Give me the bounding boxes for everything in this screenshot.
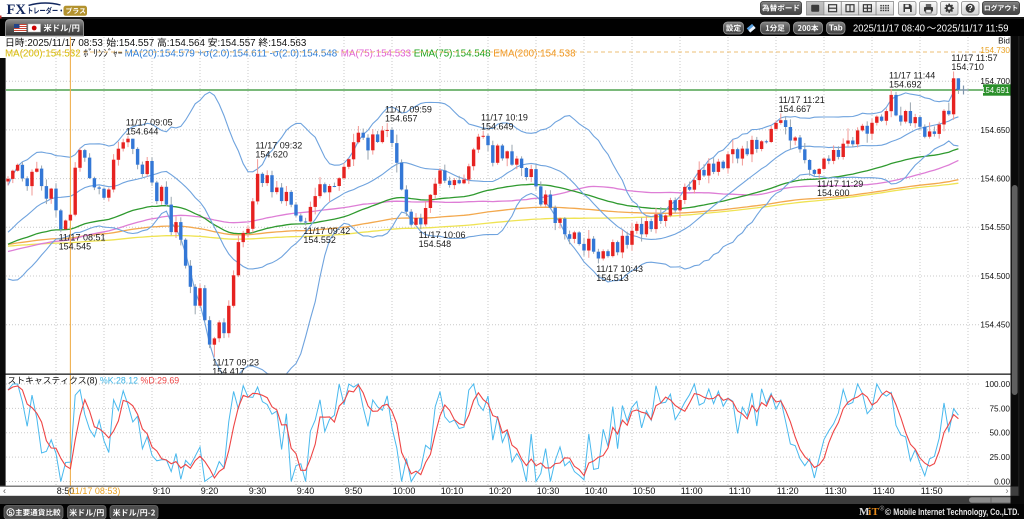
svg-text:154.650: 154.650 [980,126,1010,135]
svg-text:‹: ‹ [3,486,6,496]
svg-text::154.563: :154.563 [268,38,307,49]
svg-text:EMA(200):154.538: EMA(200):154.538 [493,49,576,60]
svg-text:11:10: 11:10 [729,486,751,496]
svg-text:(11/17 08:53): (11/17 08:53) [68,486,121,496]
svg-text:10:00: 10:00 [393,486,416,496]
svg-text:%K:28.12: %K:28.12 [100,376,138,386]
svg-text:154.691: 154.691 [981,86,1009,95]
svg-text:10:10: 10:10 [441,486,464,496]
svg-text:25.00: 25.00 [990,453,1011,462]
svg-text:10:50: 10:50 [633,486,656,496]
svg-text:11:40: 11:40 [873,486,895,496]
svg-text:2025/11/17 11:59: 2025/11/17 11:59 [937,24,1009,35]
svg-text:Bid: Bid [998,37,1010,46]
svg-text:9:40: 9:40 [297,486,315,496]
svg-text:EMA(75):154.548: EMA(75):154.548 [414,49,491,60]
svg-text:Tab: Tab [829,24,843,33]
svg-text:154.450: 154.450 [980,321,1010,330]
svg-text:154.644: 154.644 [126,126,159,136]
svg-text:11:00: 11:00 [681,486,703,496]
svg-text::2025/11/17 08:53: :2025/11/17 08:53 [25,38,104,49]
svg-text:50.00: 50.00 [990,429,1011,438]
svg-text:100.00: 100.00 [985,380,1010,389]
svg-text:MA(200):154.532: MA(200):154.532 [5,49,81,60]
svg-text:154.620: 154.620 [255,150,288,160]
svg-text:5: 5 [9,510,13,517]
svg-text:154.552: 154.552 [303,235,336,245]
svg-text:11:50: 11:50 [921,486,943,496]
svg-text:154.730: 154.730 [980,46,1010,55]
svg-text:9:20: 9:20 [201,486,219,496]
svg-text:154.500: 154.500 [980,272,1010,281]
svg-text:154.548: 154.548 [419,239,452,249]
svg-text:%D:29.69: %D:29.69 [141,376,180,386]
svg-text:154.513: 154.513 [596,273,629,283]
svg-text:T: T [872,506,880,518]
svg-text:154.600: 154.600 [980,175,1010,184]
svg-text:154.710: 154.710 [951,62,984,72]
svg-text:FX: FX [7,2,27,18]
svg-text:154.649: 154.649 [481,121,514,131]
svg-text:10:40: 10:40 [585,486,608,496]
svg-text:154.600: 154.600 [817,188,850,198]
svg-text:©: © [885,507,892,517]
svg-text:®: ® [880,505,885,513]
svg-text:11:20: 11:20 [777,486,799,496]
svg-text:10:30: 10:30 [537,486,560,496]
svg-text:154.657: 154.657 [385,114,418,124]
svg-text:11:30: 11:30 [825,486,847,496]
svg-text:MA(75):154.533: MA(75):154.533 [341,49,412,60]
svg-text:154.545: 154.545 [59,242,92,252]
svg-text:›: › [1006,486,1009,496]
svg-text:154.692: 154.692 [889,80,922,90]
svg-text:9:50: 9:50 [345,486,363,496]
svg-text:154.550: 154.550 [980,223,1010,232]
svg-text:9:30: 9:30 [249,486,267,496]
svg-text:75.00: 75.00 [990,404,1011,413]
svg-text::154.557: :154.557 [116,38,154,49]
svg-text:154.667: 154.667 [779,104,812,114]
svg-text:Mobile Internet Technology, Co: Mobile Internet Technology, Co.,LTD. [893,507,1019,517]
svg-text:10:20: 10:20 [489,486,512,496]
svg-text:?: ? [968,3,973,13]
svg-text::154.557: :154.557 [218,38,256,49]
svg-text:MA(20):154.579 +σ(2.0):154.611: MA(20):154.579 +σ(2.0):154.611 -σ(2.0):1… [125,49,338,60]
svg-text:(8): (8) [87,376,98,386]
svg-text:9:10: 9:10 [153,486,171,496]
svg-text:2025/11/17 08:40: 2025/11/17 08:40 [853,24,926,35]
